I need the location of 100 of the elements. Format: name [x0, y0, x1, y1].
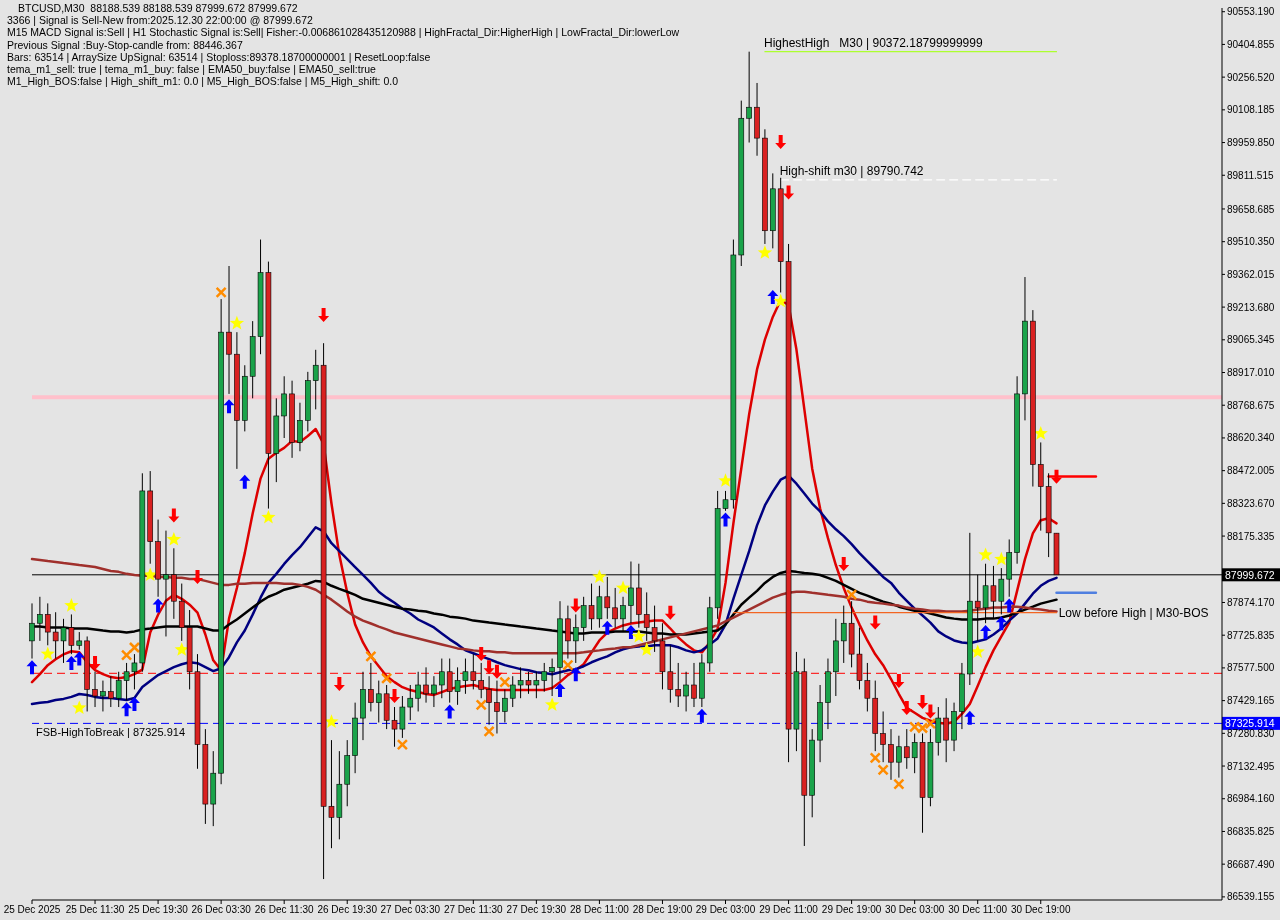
point [664, 605, 676, 620]
candlestick [439, 658, 445, 699]
point [625, 625, 637, 640]
candlestick [108, 675, 114, 708]
candlestick [486, 675, 492, 726]
y-tick-label: 90404.855 [1227, 38, 1275, 50]
candlestick [888, 728, 894, 781]
y-tick-label: 86835.825 [1227, 826, 1275, 838]
y-tick-label: 89362.015 [1227, 268, 1275, 280]
point [261, 509, 276, 524]
candlestick [415, 671, 421, 712]
x-tick-label: 29 Dec 03:00 [695, 904, 756, 916]
point [365, 650, 377, 663]
y-tick-label: 89811.515 [1227, 169, 1274, 181]
candlestick [620, 596, 626, 633]
y-tick-label: 88472.005 [1227, 465, 1275, 477]
point [73, 651, 85, 666]
point [916, 722, 929, 734]
annotation: Bars: 63514 | ArraySize UpSignal: 63514 | Stoploss:89378.18700000001 | ResetLoop:false [7, 50, 431, 63]
point [995, 616, 1007, 631]
point [978, 547, 993, 561]
point [166, 531, 181, 546]
y-tick-label: 88917.010 [1227, 367, 1275, 379]
y-tick-label: 86539.155 [1227, 891, 1275, 903]
point [380, 672, 393, 685]
point [720, 512, 732, 527]
point [570, 598, 582, 613]
x-tick-label: 30 Dec 11:00 [948, 904, 1008, 916]
point [192, 569, 203, 584]
point [318, 307, 330, 322]
point [767, 290, 779, 305]
x-tick-label: 28 Dec 11:00 [570, 904, 630, 916]
annotation: Previous Signal :Buy-Stop-candle from: 88446.367 [7, 38, 243, 51]
candlestick [675, 662, 682, 708]
point [994, 551, 1009, 566]
annotation: FSB-HighToBreak | 87325.914 [36, 726, 185, 739]
y-tick-label: 88175.335 [1227, 530, 1275, 542]
candlestick [880, 710, 886, 763]
point [229, 315, 245, 330]
y-tick-label: 89065.345 [1227, 334, 1275, 346]
candlestick [943, 697, 949, 763]
y-tick-label: 88768.675 [1227, 399, 1275, 411]
point [128, 641, 141, 654]
point [89, 655, 101, 670]
point [964, 710, 976, 725]
y-tick-label: 88620.340 [1227, 432, 1275, 444]
point [444, 704, 456, 719]
point [917, 694, 929, 709]
point [592, 569, 607, 584]
point [908, 721, 921, 733]
point [475, 647, 487, 662]
point [639, 642, 654, 656]
y-tick-label: 88323.670 [1227, 497, 1275, 509]
candlestick [549, 658, 555, 697]
x-tick-label: 26 Dec 11:30 [254, 904, 314, 916]
x-tick-label: 25 Dec 19:30 [128, 904, 189, 916]
point [143, 567, 158, 582]
x-tick-label: 27 Dec 03:30 [380, 904, 441, 916]
point [389, 689, 401, 704]
y-tick-label: 89213.680 [1227, 301, 1275, 313]
candlestick [226, 265, 232, 395]
series-label: High-shift m30 | 89790.742 [779, 163, 924, 178]
point [545, 697, 560, 711]
annotation: M15 MACD Signal is:Sell | H1 Stochastic Signal is:Sell| Fisher:-0.006861028435120988 | HighFractal_Dir:HigherHigh | LowFractal_Dir:lowerLow [7, 26, 680, 39]
candlestick [691, 662, 697, 708]
y-tick-label: 89658.685 [1227, 203, 1275, 215]
y-tick-label: 89959.850 [1227, 137, 1275, 149]
point [223, 399, 235, 414]
candlestick [281, 375, 287, 439]
point [1003, 598, 1015, 613]
point [64, 598, 79, 612]
point [901, 700, 913, 715]
point [869, 615, 881, 630]
candlestick [896, 735, 902, 779]
x-tick-label: 28 Dec 19:00 [632, 904, 693, 916]
annotation: 3366 | Signal is Sell-New from:2025.12.30 22:00:00 @ 87999.672 [7, 14, 313, 27]
y-tick-label: 87874.170 [1227, 597, 1275, 609]
candlestick [478, 662, 485, 699]
point [483, 725, 495, 738]
candlestick [92, 671, 98, 708]
x-tick-label: 30 Dec 19:00 [1010, 904, 1071, 916]
y-tick-label: 90256.520 [1227, 71, 1275, 83]
point [1033, 426, 1048, 440]
candlestick [423, 666, 429, 704]
point [773, 293, 788, 308]
x-tick-label: 29 Dec 19:00 [821, 904, 882, 916]
x-tick-label: 26 Dec 03:30 [191, 904, 252, 916]
x-tick-label: 30 Dec 03:00 [884, 904, 945, 916]
point [601, 620, 613, 635]
point [924, 717, 937, 730]
x-tick-label: 29 Dec 11:00 [759, 904, 819, 916]
point [121, 702, 133, 717]
point [718, 473, 733, 487]
candlestick [494, 680, 500, 735]
point [1051, 469, 1062, 484]
candlestick [431, 675, 437, 708]
point [215, 286, 227, 299]
y-tick-label: 86687.490 [1227, 858, 1275, 870]
point [40, 646, 55, 661]
point [893, 778, 905, 790]
